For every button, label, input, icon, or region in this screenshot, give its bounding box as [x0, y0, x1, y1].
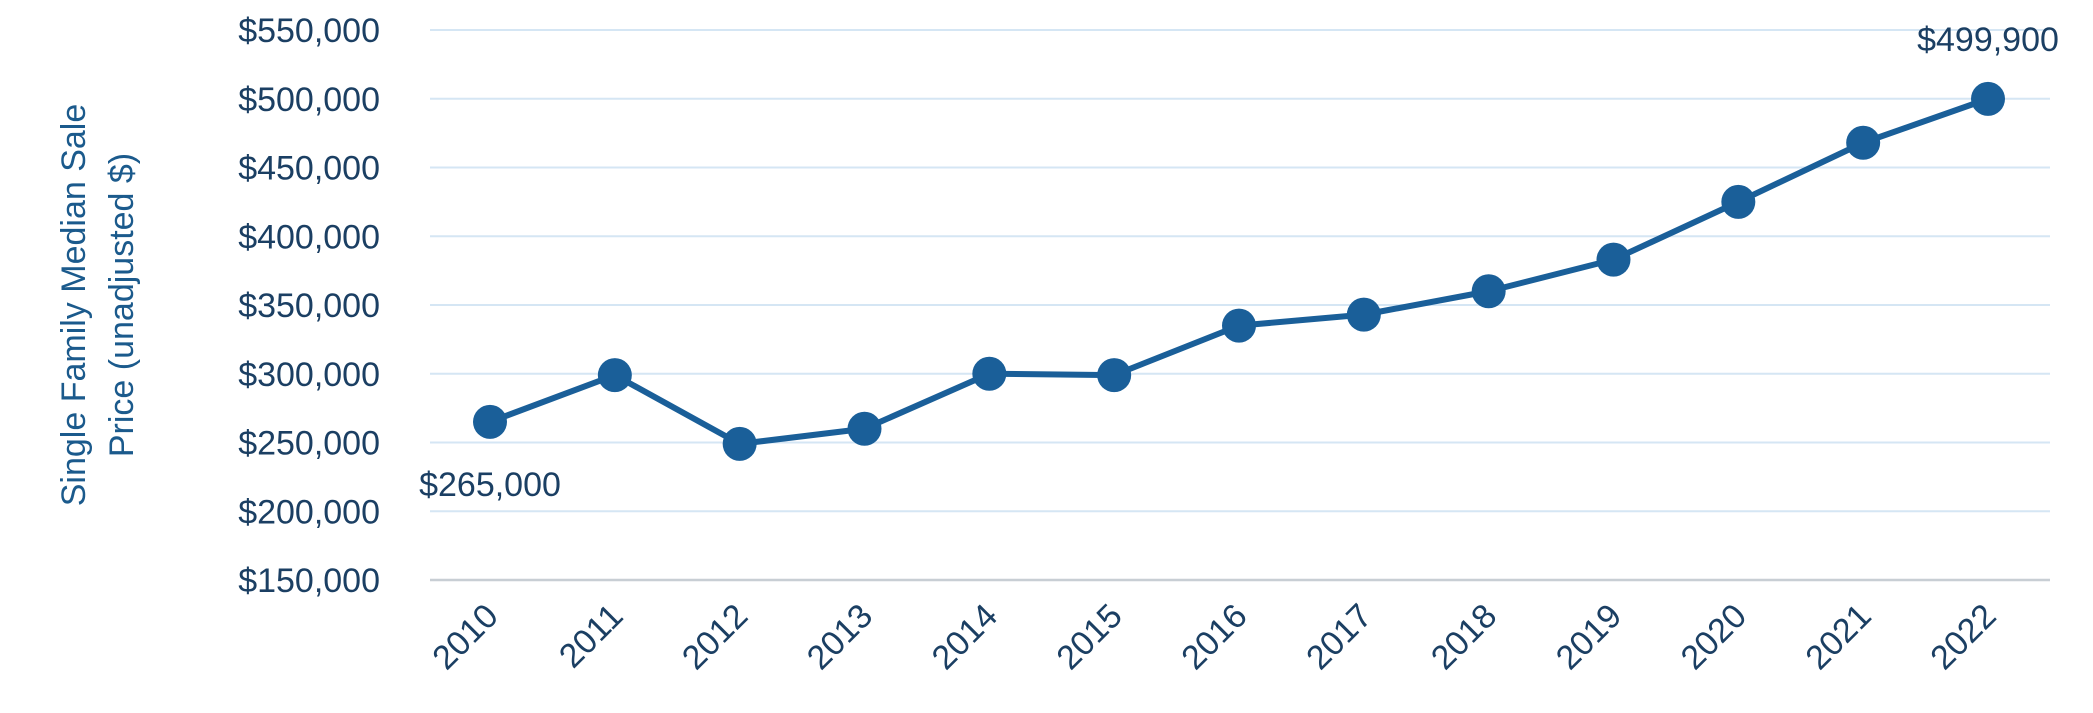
data-point [847, 411, 882, 446]
data-point [1346, 297, 1381, 332]
data-point [722, 426, 757, 461]
y-tick-label: $300,000 [238, 356, 380, 394]
y-axis-tick-labels: $150,000 $200,000 $250,000 $300,000 $350,000… [238, 12, 380, 600]
x-tick-label: 2014 [925, 597, 1005, 677]
x-tick-label: 2022 [1923, 597, 2003, 677]
data-point [473, 404, 507, 439]
y-tick-label: $200,000 [238, 493, 380, 531]
x-tick-label: 2018 [1424, 597, 1504, 677]
y-axis-title-line-2: Price (unadjusted $) [103, 153, 141, 457]
gridlines [430, 29, 2050, 582]
y-tick-label: $150,000 [238, 562, 380, 600]
y-axis-title: Single Family Median Sale Price (unadjus… [55, 104, 141, 507]
data-label: $499,900 [1917, 21, 2059, 59]
y-tick-label: $450,000 [238, 150, 380, 188]
x-tick-label: 2012 [675, 597, 755, 677]
data-point [1971, 81, 2005, 116]
x-tick-label: 2016 [1174, 597, 1254, 677]
y-tick-label: $350,000 [238, 287, 380, 325]
y-axis-title-line-1: Single Family Median Sale [55, 104, 93, 507]
x-tick-label: 2011 [552, 597, 631, 676]
y-tick-label: $400,000 [238, 218, 380, 256]
x-tick-label: 2019 [1549, 597, 1629, 677]
data-point [1846, 125, 1881, 160]
data-point [597, 358, 632, 393]
data-point [1596, 242, 1631, 277]
x-tick-label: 2017 [1299, 597, 1379, 677]
x-axis-tick-labels: 2010 2011 2012 2013 2014 2015 2016 2017 2018 2019… [425, 597, 2003, 677]
x-tick-label: 2013 [800, 597, 880, 677]
data-points [473, 81, 2005, 461]
x-tick-label: 2021 [1798, 597, 1878, 677]
y-tick-label: $550,000 [238, 12, 380, 50]
x-tick-label: 2010 [425, 597, 505, 677]
x-tick-label: 2015 [1049, 597, 1129, 677]
data-point [1097, 358, 1132, 393]
data-point [1471, 274, 1506, 309]
data-label: $265,000 [419, 466, 561, 504]
data-point [1721, 184, 1756, 219]
y-tick-label: $500,000 [238, 81, 380, 119]
series-line-group [487, 95, 1991, 447]
series-line [487, 95, 1991, 447]
x-tick-label: 2020 [1674, 597, 1754, 677]
data-labels: $265,000 $499,900 [419, 21, 2059, 504]
y-tick-label: $250,000 [238, 425, 380, 463]
data-point [1222, 308, 1256, 343]
data-point [972, 356, 1007, 391]
